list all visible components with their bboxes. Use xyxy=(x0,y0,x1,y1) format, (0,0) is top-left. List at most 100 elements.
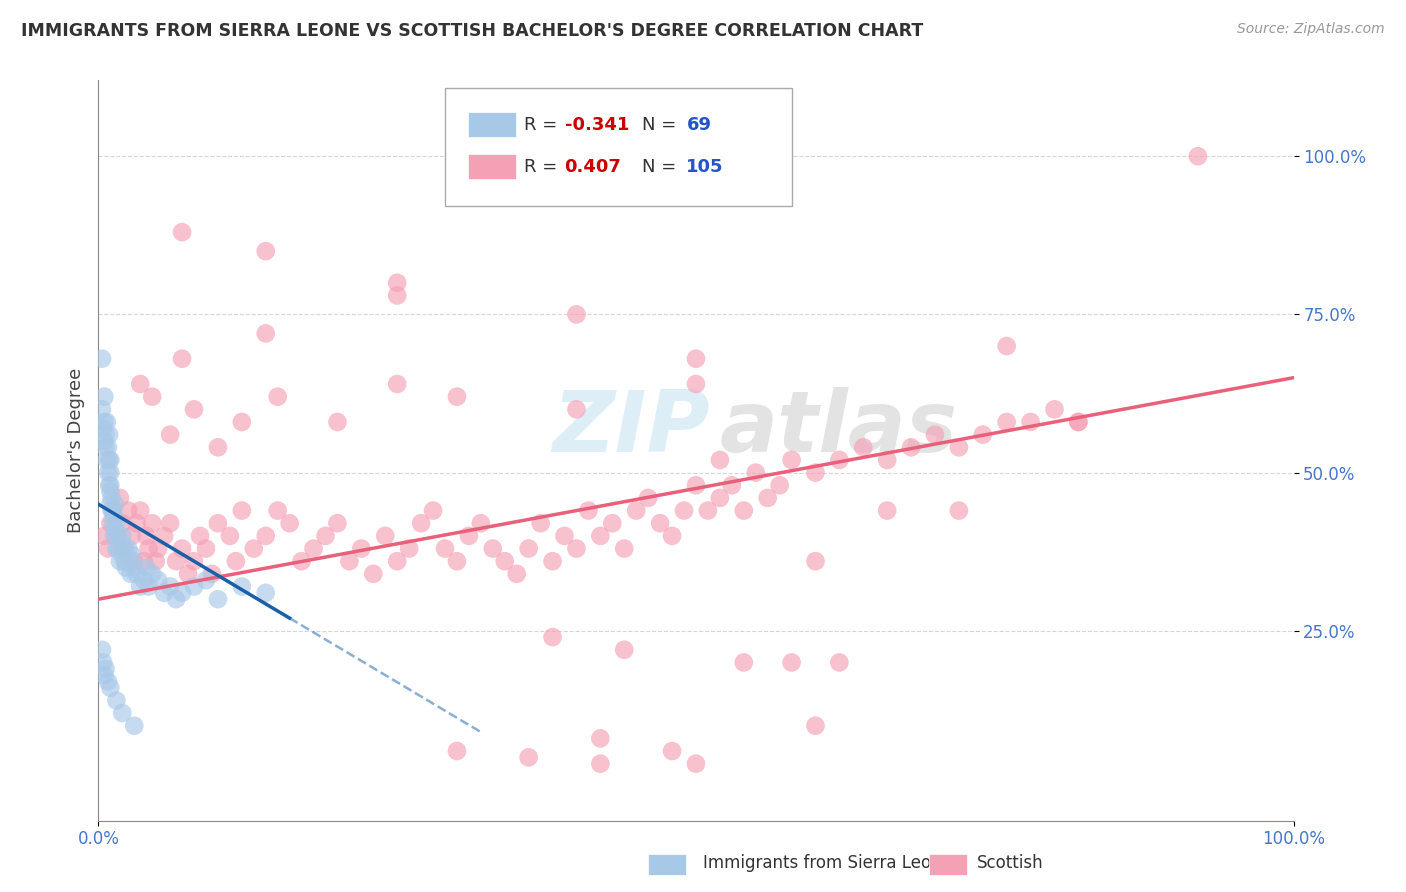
Point xyxy=(103,509,125,524)
Point xyxy=(98,453,121,467)
Point xyxy=(291,554,314,568)
Point xyxy=(97,541,120,556)
Point xyxy=(589,756,612,771)
Point xyxy=(101,516,124,531)
Point xyxy=(141,390,163,404)
Point xyxy=(876,453,898,467)
Text: ZIP: ZIP xyxy=(553,387,710,470)
Point xyxy=(385,554,409,568)
Point xyxy=(165,592,187,607)
Point xyxy=(446,744,468,758)
Point xyxy=(745,466,768,480)
Point xyxy=(124,554,146,568)
Point xyxy=(565,307,588,321)
Point xyxy=(231,503,253,517)
Point xyxy=(661,529,683,543)
Point xyxy=(121,529,143,543)
Point xyxy=(385,377,409,392)
Point xyxy=(107,529,129,543)
Point xyxy=(589,529,612,543)
Point xyxy=(243,541,266,556)
Point xyxy=(385,288,409,302)
Point xyxy=(201,566,224,581)
Text: IMMIGRANTS FROM SIERRA LEONE VS SCOTTISH BACHELOR'S DEGREE CORRELATION CHART: IMMIGRANTS FROM SIERRA LEONE VS SCOTTISH… xyxy=(21,22,924,40)
Point xyxy=(195,573,218,587)
Point xyxy=(828,656,851,670)
Point xyxy=(446,390,468,404)
Point xyxy=(554,529,576,543)
Point xyxy=(93,434,115,448)
Point xyxy=(96,415,118,429)
Point xyxy=(768,478,790,492)
Point xyxy=(530,516,553,531)
Point xyxy=(125,566,148,581)
Point xyxy=(411,516,433,531)
Point xyxy=(852,440,875,454)
Y-axis label: Bachelor's Degree: Bachelor's Degree xyxy=(66,368,84,533)
Point xyxy=(117,503,139,517)
Point xyxy=(685,377,707,392)
Point xyxy=(159,427,181,442)
Point xyxy=(733,503,755,517)
Point xyxy=(804,554,827,568)
Point xyxy=(94,440,117,454)
Point xyxy=(111,706,134,720)
Point xyxy=(578,503,600,517)
Point xyxy=(458,529,481,543)
Point xyxy=(132,554,155,568)
Point xyxy=(98,453,122,467)
Text: Source: ZipAtlas.com: Source: ZipAtlas.com xyxy=(1237,22,1385,37)
Point xyxy=(101,503,124,517)
Point xyxy=(159,580,181,594)
Point xyxy=(374,529,396,543)
Point xyxy=(721,478,744,492)
Point xyxy=(709,453,731,467)
Point xyxy=(91,351,114,366)
Text: R =: R = xyxy=(524,158,562,176)
Point xyxy=(517,541,540,556)
Point xyxy=(177,566,200,581)
Text: 0.407: 0.407 xyxy=(565,158,621,176)
Point xyxy=(756,491,779,505)
Point xyxy=(105,693,128,707)
Text: Scottish: Scottish xyxy=(977,855,1043,872)
Point xyxy=(93,668,115,682)
Point xyxy=(422,503,444,517)
Point xyxy=(565,541,588,556)
Point xyxy=(685,351,707,366)
Point xyxy=(541,630,564,644)
Point xyxy=(673,503,696,517)
Point xyxy=(231,580,253,594)
Point xyxy=(135,529,157,543)
Point xyxy=(111,516,134,531)
Point xyxy=(225,554,247,568)
Point xyxy=(141,566,163,581)
Point xyxy=(98,497,122,511)
Point xyxy=(1067,415,1090,429)
Point xyxy=(118,554,141,568)
Point xyxy=(172,541,194,556)
Point xyxy=(98,478,122,492)
FancyBboxPatch shape xyxy=(446,87,792,206)
Point xyxy=(97,466,120,480)
Point xyxy=(254,586,277,600)
Point xyxy=(138,541,160,556)
Point xyxy=(972,427,994,442)
Text: Immigrants from Sierra Leone: Immigrants from Sierra Leone xyxy=(703,855,952,872)
Point xyxy=(96,453,118,467)
Point xyxy=(326,415,349,429)
Point xyxy=(132,573,155,587)
Point xyxy=(350,541,373,556)
Point xyxy=(103,529,125,543)
Point xyxy=(541,554,564,568)
Point xyxy=(97,440,120,454)
Point xyxy=(98,427,121,442)
Point xyxy=(111,548,134,562)
Point xyxy=(107,541,129,556)
Point xyxy=(195,541,218,556)
Point xyxy=(141,516,163,531)
Point xyxy=(129,580,152,594)
Point xyxy=(115,560,138,574)
Point xyxy=(138,580,160,594)
Point xyxy=(94,662,117,676)
